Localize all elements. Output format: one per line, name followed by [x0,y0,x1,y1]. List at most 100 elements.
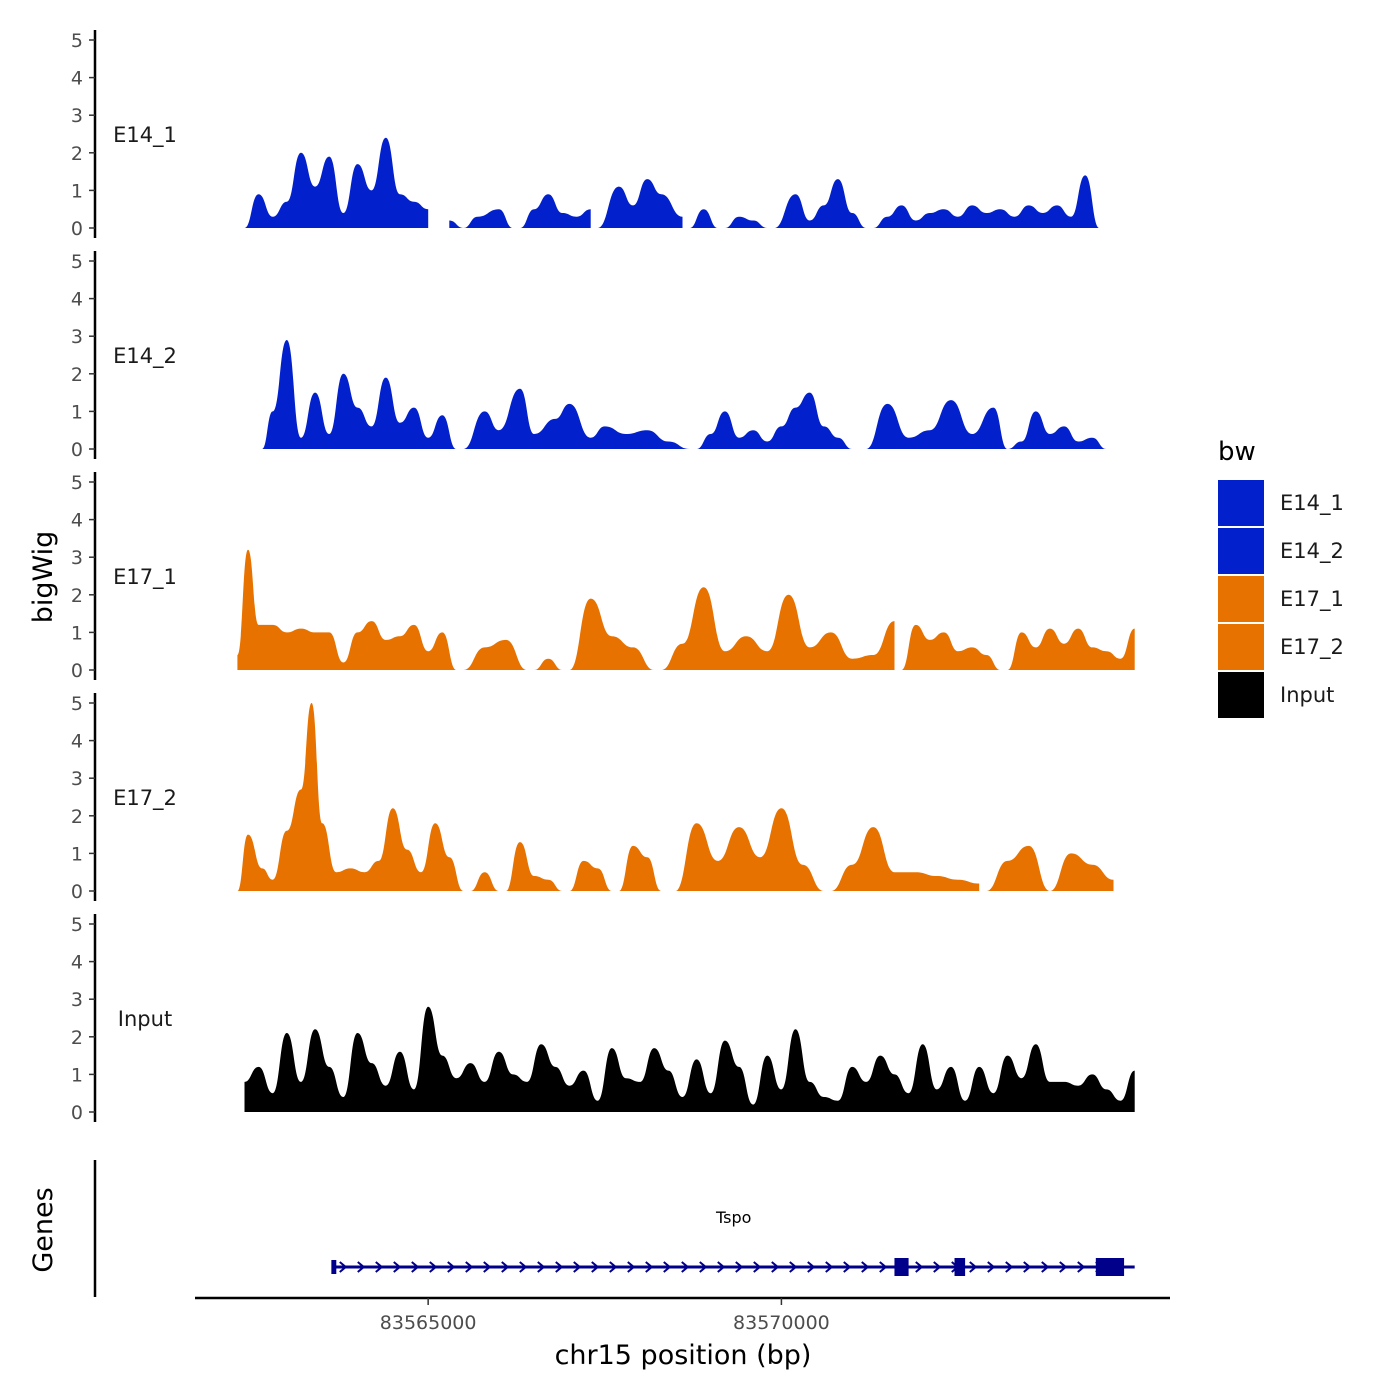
strand-arrow [789,1261,798,1273]
strand-arrow [375,1261,384,1273]
track-label: E14_1 [113,123,177,148]
signal-area-E17_2-3 [569,860,612,891]
signal-area-E14_2-0 [262,340,457,449]
strand-arrow [771,1261,780,1273]
signal-area-E17_2-5 [675,808,824,891]
y-tick-label: 4 [71,731,83,753]
legend-title: bw [1218,437,1256,467]
track-Input: 0 1 2 3 4 5 Input [71,914,1135,1124]
strand-arrow [1041,1261,1050,1273]
signal-area-E17_1-3 [569,598,655,670]
strand-arrow [339,1261,348,1273]
y-tick-label: 1 [71,1064,83,1086]
signal-area-E17_1-0 [237,549,457,670]
y-tick-label: 4 [71,68,83,90]
signal-area-E14_1-4 [689,209,718,228]
y-tick-label: 1 [71,180,83,202]
signal-area-E14_1-6 [774,179,867,228]
signal-area-E14_2-1 [463,388,690,449]
gene-label: Tspo [715,1208,751,1227]
strand-arrow [753,1261,762,1273]
y-tick-label: 3 [71,326,83,348]
signal-tracks: 0 1 2 3 4 5 E14_1 0 1 2 3 4 5 E14_2 0 1 2 3 4 5 E17_1 0 1 2 3 4 5 E… [71,30,1135,1124]
strand-arrow [627,1261,636,1273]
gene-exon [894,1258,909,1276]
genes-axis-title: Genes [28,1187,59,1272]
y-tick-label: 3 [71,989,83,1011]
signal-area-E17_1-4 [661,587,895,670]
legend-swatch-E17_1 [1218,576,1264,622]
y-tick-label: 4 [71,952,83,974]
strand-arrow [933,1261,942,1273]
strand-arrow [393,1261,402,1273]
signal-area-E14_2-2 [696,392,853,449]
legend-swatch-E14_2 [1218,528,1264,574]
legend-swatch-E17_2 [1218,624,1264,670]
y-tick-label: 5 [71,30,83,52]
gene-track: Tspo [93,1160,1135,1297]
track-E14_1: 0 1 2 3 4 5 E14_1 [71,30,1100,240]
signal-area-E17_1-1 [463,639,528,670]
legend-items: E14_1 E14_2 E17_1 E17_2 Input [1218,480,1344,718]
signal-area-E17_2-4 [618,845,662,891]
y-tick-label: 1 [71,843,83,865]
x-tick-label: 83570000 [733,1312,830,1334]
strand-arrow [357,1261,366,1273]
x-axis-title: chr15 position (bp) [555,1340,812,1371]
strand-arrow [681,1261,690,1273]
signal-area-E14_1-0 [244,137,429,228]
strand-arrow [537,1261,546,1273]
y-tick-label: 0 [71,1102,83,1124]
strand-arrow [519,1261,528,1273]
y-tick-label: 5 [71,251,83,273]
y-tick-label: 4 [71,289,83,311]
strand-arrow [1005,1261,1014,1273]
track-E17_2: 0 1 2 3 4 5 E17_2 [71,693,1114,903]
signal-area-E14_1-2 [520,194,591,228]
strand-arrow [465,1261,474,1273]
strand-arrow [591,1261,600,1273]
strand-arrow [825,1261,834,1273]
strand-arrow [573,1261,582,1273]
legend-label-E14_1: E14_1 [1280,491,1344,516]
y-tick-label: 5 [71,693,83,715]
signal-area-E17_2-7 [986,845,1114,891]
strand-arrow [879,1261,888,1273]
strand-arrow [1077,1261,1086,1273]
signal-area-E14_1-1 [449,209,513,228]
strand-arrow [987,1261,996,1273]
y-tick-label: 3 [71,768,83,790]
strand-arrow [429,1261,438,1273]
legend-label-E17_2: E17_2 [1280,635,1344,660]
signal-area-E17_2-0 [237,703,464,891]
y-tick-label: 4 [71,510,83,532]
signal-area-E14_2-3 [866,400,1107,449]
strand-arrow [483,1261,492,1273]
y-tick-label: 1 [71,401,83,423]
strand-arrow [1023,1261,1032,1273]
track-label: E14_2 [113,344,177,369]
gene-exon [1095,1258,1125,1276]
signal-area-Input-0 [244,1006,1135,1112]
gene-exon [331,1260,337,1274]
y-tick-label: 2 [71,143,83,165]
x-axis: 83565000 83570000 [195,1296,1170,1334]
y-tick-label: 3 [71,547,83,569]
y-tick-label: 2 [71,364,83,386]
y-tick-label: 5 [71,914,83,936]
track-E14_2: 0 1 2 3 4 5 E14_2 [71,251,1107,461]
strand-arrow [663,1261,672,1273]
strand-arrow [1059,1261,1068,1273]
y-tick-label: 0 [71,881,83,903]
strand-arrow [699,1261,708,1273]
legend-label-E17_1: E17_1 [1280,587,1344,612]
signal-area-E17_1-6 [1007,628,1135,670]
strand-arrow [555,1261,564,1273]
y-tick-label: 3 [71,105,83,127]
y-tick-label: 0 [71,218,83,240]
strand-arrow [843,1261,852,1273]
track-label: E17_2 [113,786,177,811]
signal-area-E14_1-5 [724,216,768,228]
y-tick-label: 2 [71,585,83,607]
